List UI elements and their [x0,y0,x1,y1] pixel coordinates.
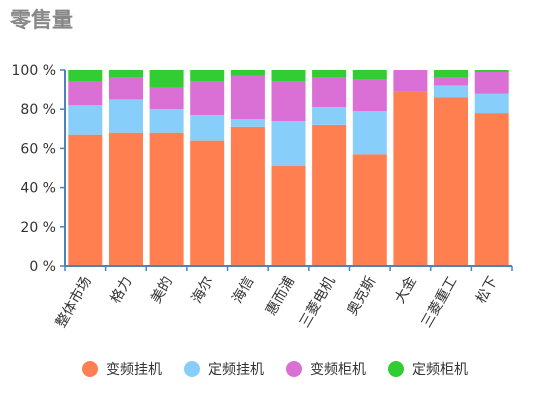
y-tick-label: 0 % [29,259,56,275]
x-tick-label: 松下 [473,274,501,306]
bar-segment [312,77,347,108]
legend-label: 变频柜机 [310,362,366,378]
legend-swatch [82,361,98,377]
y-tick-label: 40 % [20,181,56,197]
legend-label: 定频柜机 [412,362,468,378]
bar-segment [474,113,509,266]
bar-segment [190,140,225,266]
legend-item-inverter-wall[interactable]: 变频挂机 [82,359,162,379]
bar-segment [68,81,103,106]
bar-segment [68,70,103,82]
legend-label: 定频挂机 [208,362,264,378]
bar-segment [109,99,143,133]
bar-segment [149,87,184,110]
bar-segment [352,70,387,80]
bar-segment [271,121,306,167]
y-tick-label: 60 % [20,141,56,157]
chart-legend: 变频挂机 定频挂机 变频柜机 定频柜机 [0,359,550,379]
bar-segment [312,107,347,125]
x-tick-label: 海尔 [189,274,217,306]
legend-label: 变频挂机 [106,362,162,378]
bar-segment [352,111,387,155]
x-tick-label: 美的 [148,274,176,306]
bar-segment [312,70,347,78]
bar-segment [109,132,143,266]
y-tick-label: 20 % [20,220,56,236]
bar-segment [352,79,387,112]
x-tick-label: 整体市场 [52,274,95,331]
x-tick-label: 三菱重工 [419,274,461,330]
legend-item-fixed-cabinet[interactable]: 定频柜机 [388,359,468,379]
x-tick-label: 格力 [108,274,136,306]
bar-segment [474,93,509,114]
bar-segment [474,70,509,72]
legend-swatch [388,361,404,377]
bar-segment [312,124,347,267]
bar-segment [230,75,265,119]
bar-segment [230,126,265,266]
legend-item-inverter-cabinet[interactable]: 变频柜机 [286,359,366,379]
y-tick-label: 100 % [12,63,56,79]
stacked-bar-chart: 0 %20 %40 %60 %80 %100 %整体市场 格力 美的 海尔 海信 惠而浦三… [12,63,513,331]
x-tick-label: 三菱电机 [297,274,339,330]
bar-segment [271,166,306,266]
bar-segment [393,91,428,266]
legend-swatch [286,361,302,377]
y-tick-label: 80 % [20,102,56,118]
bar-segment [271,81,306,121]
bar-segment [109,77,143,100]
bar-segment [68,105,103,135]
chart-title: 零售量 [10,8,73,32]
bar-segment [109,70,143,78]
bar-segment [352,154,387,266]
bar-segment [190,81,225,116]
bar-segment [434,70,468,78]
bar-segment [271,70,306,82]
bar-segment [190,115,225,141]
bar-segment [230,70,265,76]
bar-segment [434,97,468,267]
x-tick-label: 惠而浦 [263,274,298,318]
x-tick-label: 大金 [392,274,420,306]
bar-segment [230,119,265,127]
bar-segment [149,109,184,133]
bar-segment [149,132,184,266]
legend-item-fixed-wall[interactable]: 定频挂机 [184,359,264,379]
bar-segment [434,85,468,98]
bar-segment [474,72,509,94]
x-tick-label: 海信 [229,274,257,306]
bar-segment [434,77,468,86]
bar-segment [68,134,103,266]
x-tick-label: 奥克斯 [344,274,380,319]
legend-swatch [184,361,200,377]
bar-segment [149,70,184,88]
bar-segment [190,70,225,82]
bar-segment [393,70,428,92]
